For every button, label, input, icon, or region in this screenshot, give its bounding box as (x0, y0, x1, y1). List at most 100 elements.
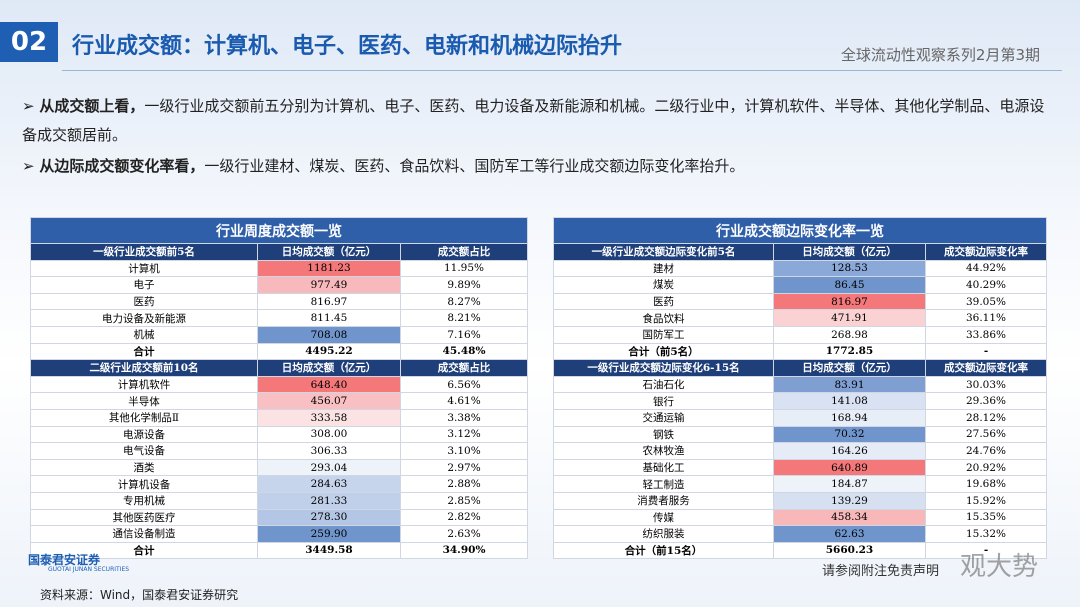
table-row: 消费者服务 139.29 15.92% (553, 491, 1047, 510)
cell: 国防军工 (553, 325, 774, 344)
cell: 2.85% (400, 491, 528, 510)
table-row: 计算机设备 284.63 2.88% (30, 475, 528, 493)
cell: 306.33 (257, 442, 401, 460)
logo-en: GUOTAI JUNAN SECURITIES (48, 566, 130, 573)
table-row: 一级行业成交额边际变化前5名 日均成交额（亿元） 成交额边际变化率 (553, 243, 1047, 261)
cell: 电源设备 (30, 425, 258, 444)
table-row: 轻工制造 184.87 19.68% (553, 475, 1047, 493)
table-row: 电气设备 306.33 3.10% (30, 442, 528, 460)
series-name: 全球流动性观察系列2月第3期 (840, 46, 1040, 64)
total-cell: 合计（前15名） (553, 541, 774, 560)
total-cell: - (925, 342, 1047, 361)
table-row: 基础化工 640.89 20.92% (553, 458, 1047, 477)
cell: 44.92% (925, 259, 1047, 278)
cell: 648.40 (257, 375, 401, 394)
cell: 3.12% (400, 425, 528, 444)
table-row: 建材 128.53 44.92% (553, 259, 1047, 278)
section-number: 02 (0, 22, 58, 62)
bullet-lead: 从边际成交额变化率看， (39, 157, 205, 175)
cell: 电力设备及新能源 (30, 309, 258, 327)
header-cell: 日均成交额（亿元） (257, 243, 401, 261)
cell: 专用机械 (30, 491, 258, 510)
header-cell: 一级行业成交额前5名 (30, 243, 258, 261)
cell: 36.11% (925, 309, 1047, 327)
cell: 83.91 (773, 375, 926, 394)
table-row: 合计 3449.58 34.90% (30, 541, 528, 560)
cell: 86.45 (773, 276, 926, 294)
table-row: 合计（前5名） 1772.85- (553, 342, 1047, 361)
bullet: ➢ 从边际成交额变化率看，一级行业建材、煤炭、医药、食品饮料、国防军工等行业成交… (22, 157, 745, 175)
cell: 其他医药医疗 (30, 508, 258, 527)
cell: 816.97 (773, 292, 926, 311)
cell: 传媒 (553, 508, 774, 527)
cell: 33.86% (925, 325, 1047, 344)
bullet: ➢ 从成交额上看，一级行业成交额前五分别为计算机、电子、医药、电力设备及新能源和… (22, 97, 1045, 144)
cell: 轻工制造 (553, 475, 774, 493)
cell: 259.90 (257, 525, 401, 543)
table-row: 食品饮料 471.91 36.11% (553, 309, 1047, 327)
cell: 268.98 (773, 325, 926, 344)
cell: 电气设备 (30, 442, 258, 460)
table-row: 电子 977.49 9.89% (30, 276, 528, 294)
header-cell: 一级行业成交额边际变化6-15名 (553, 359, 774, 377)
cell: 2.82% (400, 508, 528, 527)
table-row: 机械 708.08 7.16% (30, 325, 528, 344)
cell: 128.53 (773, 259, 926, 278)
header-cell: 日均成交额（亿元） (773, 243, 926, 261)
cell: 基础化工 (553, 458, 774, 477)
cell: 15.92% (925, 491, 1047, 510)
table-title: 行业周度成交额一览 (30, 217, 528, 244)
table-row: 煤炭 86.45 40.29% (553, 276, 1047, 294)
cell: 39.05% (925, 292, 1047, 311)
cell: 708.08 (257, 325, 401, 344)
cell: 钢铁 (553, 425, 774, 444)
table-row: 计算机软件 648.40 6.56% (30, 375, 528, 394)
table-row: 计算机 1181.23 11.95% (30, 259, 528, 278)
cell: 建材 (553, 259, 774, 278)
divider (62, 70, 1062, 71)
total-cell: 合计 (30, 541, 258, 560)
cell: 6.56% (400, 375, 528, 394)
cell: 食品饮料 (553, 309, 774, 327)
cell: 40.29% (925, 276, 1047, 294)
table-row: 交通运输 168.94 28.12% (553, 408, 1047, 427)
total-cell: 4495.22 (257, 342, 401, 361)
cell: 278.30 (257, 508, 401, 527)
cell: 168.94 (773, 408, 926, 427)
table-row: 酒类 293.04 2.97% (30, 458, 528, 477)
cell: 19.68% (925, 475, 1047, 493)
cell: 24.76% (925, 442, 1047, 460)
table-wrap: 行业成交额边际变化率一览 一级行业成交额边际变化前5名 日均成交额（亿元） 成交额边际… (553, 217, 1047, 560)
table-row: 电源设备 308.00 3.12% (30, 425, 528, 444)
table-row: 传媒 458.34 15.35% (553, 508, 1047, 527)
cell: 石油石化 (553, 375, 774, 394)
cell: 28.12% (925, 408, 1047, 427)
header-cell: 二级行业成交额前10名 (30, 359, 258, 377)
cell: 2.97% (400, 458, 528, 477)
cell: 811.45 (257, 309, 401, 327)
table-row: 医药 816.97 39.05% (553, 292, 1047, 311)
cell: 电子 (30, 276, 258, 294)
cell: 1181.23 (257, 259, 401, 278)
cell: 消费者服务 (553, 491, 774, 510)
cell: 11.95% (400, 259, 528, 278)
header-cell: 成交额占比 (400, 359, 528, 377)
table-row: 农林牧渔 164.26 24.76% (553, 442, 1047, 460)
cell: 284.63 (257, 475, 401, 493)
table-row: 国防军工 268.98 33.86% (553, 325, 1047, 344)
cell: 640.89 (773, 458, 926, 477)
table-wrap: 行业周度成交额一览 一级行业成交额前5名 日均成交额（亿元） 成交额占比 计算机 1181… (30, 217, 528, 560)
cell: 4.61% (400, 392, 528, 410)
bullet-lead: 从成交额上看， (39, 97, 145, 115)
cell: 977.49 (257, 276, 401, 294)
table-row: 其他化学制品Ⅱ 333.58 3.38% (30, 408, 528, 427)
cell: 293.04 (257, 458, 401, 477)
table: 行业周度成交额一览 一级行业成交额前5名 日均成交额（亿元） 成交额占比 计算机 1181… (30, 217, 528, 560)
cell: 29.36% (925, 392, 1047, 410)
total-cell: 合计 (30, 342, 258, 361)
table-row: 合计（前15名） 5660.23- (553, 541, 1047, 560)
table-row: 石油石化 83.91 30.03% (553, 375, 1047, 394)
table-row: 纺织服装 62.63 15.32% (553, 525, 1047, 543)
disclaimer: 请参阅附注免责声明 (822, 564, 940, 579)
logo: 国泰君安证券 (28, 553, 101, 567)
